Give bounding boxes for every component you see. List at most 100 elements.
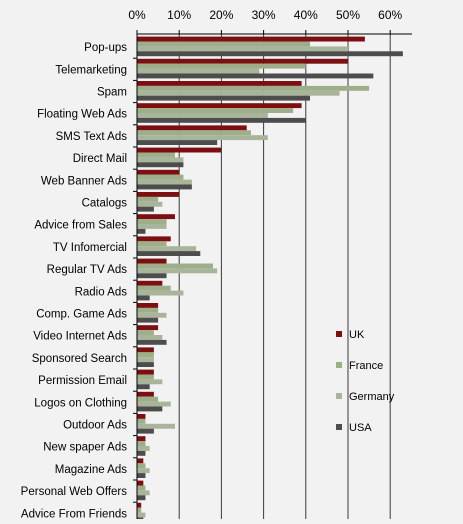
category-label: Magazine Ads: [55, 464, 127, 476]
bar-france: [137, 174, 184, 180]
bar-france: [137, 130, 251, 136]
category-label: Telemarketing: [55, 64, 127, 76]
legend-label-france: France: [349, 360, 383, 372]
legend-swatch-usa: [336, 424, 342, 430]
bar-usa: [137, 228, 146, 234]
x-tick-label: 30%: [252, 8, 276, 22]
category-label: Logos on Clothing: [34, 397, 127, 409]
bar-germany: [137, 468, 150, 474]
bar-usa: [137, 339, 167, 345]
bar-germany: [137, 46, 348, 52]
legend: UK France Germany USA: [336, 329, 395, 434]
legend-swatch-germany: [336, 393, 342, 399]
bar-france: [137, 63, 306, 69]
bar-uk: [137, 391, 154, 397]
bar-uk: [137, 303, 159, 308]
bar-france: [137, 219, 167, 224]
bar-germany: [137, 312, 167, 318]
bars: [137, 36, 403, 523]
bar-germany: [137, 68, 260, 74]
category-label: New spaper Ads: [43, 442, 127, 454]
bar-uk: [137, 258, 167, 264]
category-label: Direct Mail: [73, 153, 127, 165]
bar-usa: [137, 184, 192, 190]
legend-label-usa: USA: [349, 422, 372, 434]
bar-germany: [137, 157, 184, 163]
bar-usa: [137, 362, 154, 367]
bar-germany: [137, 179, 192, 185]
bar-uk: [137, 325, 159, 331]
category-label: Radio Ads: [75, 286, 128, 298]
bar-france: [137, 152, 175, 158]
bar-usa: [137, 473, 146, 478]
bar-uk: [137, 236, 171, 242]
bar-usa: [137, 95, 311, 101]
category-label: Pop-ups: [84, 42, 127, 54]
bar-france: [137, 285, 171, 291]
bar-usa: [137, 384, 150, 390]
bar-usa: [137, 273, 167, 279]
bar-uk: [137, 280, 163, 286]
bar-usa: [137, 117, 306, 123]
bar-france: [137, 330, 154, 335]
category-label: Regular TV Ads: [47, 264, 128, 276]
category-label: Permission Email: [38, 375, 127, 387]
x-tick-label: 0%: [128, 8, 146, 22]
bar-usa: [137, 251, 201, 256]
bar-germany: [137, 290, 184, 296]
bar-usa: [137, 140, 218, 145]
bar-france: [137, 85, 370, 91]
legend-swatch-france: [336, 362, 342, 368]
bar-france: [137, 263, 213, 269]
x-tick-label: 60%: [378, 8, 402, 22]
bar-france: [137, 41, 311, 47]
bar-uk: [137, 192, 180, 197]
bar-france: [137, 507, 142, 513]
bar-uk: [137, 103, 302, 109]
bar-germany: [137, 201, 163, 207]
bar-usa: [137, 495, 146, 501]
bar-germany: [137, 379, 163, 385]
bar-france: [137, 374, 154, 380]
bar-france: [137, 108, 294, 113]
category-label: Video Internet Ads: [33, 331, 127, 343]
bar-germany: [137, 113, 268, 118]
bar-france: [137, 307, 159, 313]
bar-uk: [137, 81, 302, 86]
bar-france: [137, 441, 146, 446]
category-label: Comp. Game Ads: [36, 309, 127, 321]
category-label: SMS Text Ads: [56, 131, 128, 143]
bar-france: [137, 396, 159, 402]
bar-germany: [137, 246, 197, 252]
bar-uk: [137, 125, 247, 131]
x-tick-label: 50%: [336, 8, 360, 22]
bar-germany: [137, 446, 150, 451]
legend-label-germany: Germany: [349, 391, 395, 403]
bar-uk: [137, 347, 154, 353]
bar-germany: [137, 512, 146, 518]
bar-usa: [137, 317, 159, 323]
category-label: Spam: [97, 87, 127, 99]
category-label: Catalogs: [82, 198, 128, 210]
bar-uk: [137, 414, 146, 419]
x-tick-label: 40%: [294, 8, 318, 22]
bar-usa: [137, 428, 154, 434]
category-label: TV Infomercial: [53, 242, 127, 254]
category-label: Sponsored Search: [32, 353, 127, 365]
bar-uk: [137, 58, 348, 64]
x-tick-label: 10%: [167, 8, 191, 22]
bar-germany: [137, 401, 171, 407]
bar-usa: [137, 295, 150, 301]
x-tick-label: 20%: [209, 8, 233, 22]
bar-uk: [137, 458, 144, 464]
bar-france: [137, 418, 146, 424]
legend-label-uk: UK: [349, 329, 365, 341]
bar-uk: [137, 502, 142, 508]
legend-swatch-uk: [336, 331, 342, 337]
category-label: Advice From Friends: [21, 508, 127, 519]
bar-usa: [137, 406, 163, 412]
category-label: Web Banner Ads: [41, 175, 127, 187]
category-label: Outdoor Ads: [63, 420, 127, 432]
